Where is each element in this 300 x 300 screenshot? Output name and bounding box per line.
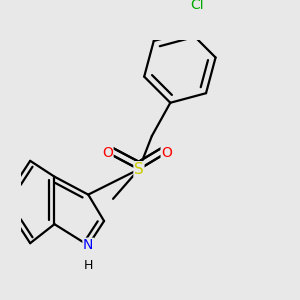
Text: S: S bbox=[134, 162, 144, 177]
Text: O: O bbox=[102, 146, 113, 160]
Text: N: N bbox=[83, 238, 93, 252]
Text: H: H bbox=[83, 259, 93, 272]
Text: Cl: Cl bbox=[190, 0, 203, 12]
Text: O: O bbox=[161, 146, 172, 160]
